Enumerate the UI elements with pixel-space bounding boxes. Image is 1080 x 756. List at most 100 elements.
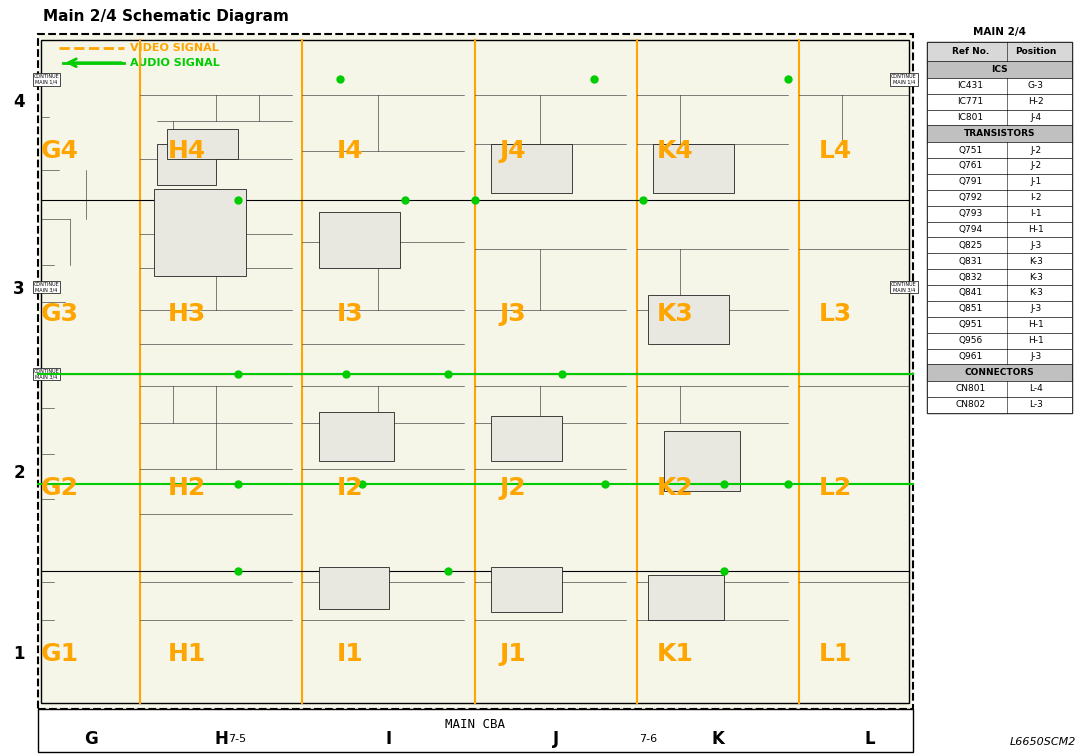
Bar (927, 61, 1072, 78)
Text: K-3: K-3 (1029, 289, 1043, 297)
Text: Q791: Q791 (958, 178, 983, 186)
Text: J: J (553, 730, 559, 748)
Text: Position: Position (1015, 47, 1056, 56)
Text: Q825: Q825 (958, 241, 983, 249)
Bar (927, 253, 1072, 269)
Bar (927, 364, 1072, 381)
Bar (167, 129, 238, 159)
Bar (319, 567, 389, 609)
Text: G4: G4 (41, 139, 79, 163)
Bar (319, 212, 400, 268)
Bar (927, 190, 1072, 206)
Bar (157, 144, 216, 185)
Bar (927, 125, 1072, 142)
Text: Q794: Q794 (958, 225, 983, 234)
Text: J4: J4 (499, 139, 526, 163)
Text: Q841: Q841 (958, 289, 983, 297)
Text: 3: 3 (13, 280, 25, 298)
Bar (491, 144, 572, 193)
Text: 7-5: 7-5 (229, 734, 246, 745)
Text: J-4: J-4 (1030, 113, 1041, 122)
Text: L3: L3 (819, 302, 852, 326)
Text: G-3: G-3 (1028, 82, 1044, 90)
Bar (319, 412, 394, 461)
Text: IC771: IC771 (957, 98, 984, 106)
Text: CONTINUE
MAIN 3/4: CONTINUE MAIN 3/4 (33, 369, 59, 380)
Text: VIDEO SIGNAL: VIDEO SIGNAL (130, 42, 218, 53)
Text: J2: J2 (499, 476, 526, 500)
Text: L-3: L-3 (1029, 401, 1043, 409)
Text: G2: G2 (41, 476, 79, 500)
Text: Q831: Q831 (958, 257, 983, 265)
Text: Q751: Q751 (958, 146, 983, 154)
Bar (38, 709, 913, 752)
Bar (927, 301, 1072, 317)
Text: AUDIO SIGNAL: AUDIO SIGNAL (130, 57, 219, 68)
Bar (648, 295, 729, 344)
Text: Q793: Q793 (958, 209, 983, 218)
Bar (927, 110, 1072, 125)
Bar (664, 431, 740, 491)
Text: J3: J3 (499, 302, 526, 326)
Bar (927, 397, 1072, 413)
Text: CONTINUE
MAIN 3/4: CONTINUE MAIN 3/4 (891, 282, 917, 293)
Text: H: H (215, 730, 228, 748)
Text: I-1: I-1 (1030, 209, 1042, 218)
Text: J-3: J-3 (1030, 305, 1041, 313)
Bar (927, 285, 1072, 301)
Bar (491, 567, 562, 612)
Text: J-1: J-1 (1030, 178, 1041, 186)
Bar (927, 78, 1072, 94)
Text: IC431: IC431 (957, 82, 984, 90)
Text: K1: K1 (657, 642, 693, 666)
Bar (927, 94, 1072, 110)
Bar (154, 189, 246, 276)
Bar (927, 381, 1072, 397)
Text: CN801: CN801 (955, 385, 986, 393)
Text: I-2: I-2 (1030, 194, 1042, 202)
Bar (927, 174, 1072, 190)
Text: 4: 4 (13, 93, 25, 111)
Text: I2: I2 (337, 476, 364, 500)
Text: Ref No.: Ref No. (951, 47, 989, 56)
Text: J-3: J-3 (1030, 241, 1041, 249)
Text: Main 2/4 Schematic Diagram: Main 2/4 Schematic Diagram (43, 9, 289, 24)
Bar (927, 158, 1072, 174)
Text: L4: L4 (819, 139, 852, 163)
Text: H3: H3 (167, 302, 205, 326)
Text: I1: I1 (337, 642, 364, 666)
Text: I: I (386, 730, 392, 748)
Text: 1: 1 (13, 645, 25, 663)
Bar (927, 206, 1072, 222)
Text: K-3: K-3 (1029, 273, 1043, 281)
Text: H1: H1 (167, 642, 206, 666)
Text: Q956: Q956 (958, 336, 983, 345)
Bar (648, 575, 724, 620)
Text: H-2: H-2 (1028, 98, 1043, 106)
Bar (927, 317, 1072, 333)
Text: L: L (864, 730, 875, 748)
Bar (38, 34, 913, 709)
Text: L6650SCM2: L6650SCM2 (1010, 737, 1076, 747)
Text: H4: H4 (167, 139, 205, 163)
Text: H2: H2 (167, 476, 205, 500)
Text: H-1: H-1 (1028, 321, 1044, 329)
Text: J-3: J-3 (1030, 352, 1041, 361)
Text: CONTINUE
MAIN 3/4: CONTINUE MAIN 3/4 (33, 282, 59, 293)
Text: L1: L1 (819, 642, 852, 666)
Text: K4: K4 (657, 139, 693, 163)
Text: ICS: ICS (991, 65, 1008, 74)
Text: 2: 2 (13, 463, 25, 482)
Bar (927, 237, 1072, 253)
Text: TRANSISTORS: TRANSISTORS (963, 129, 1036, 138)
Text: Q792: Q792 (958, 194, 983, 202)
Text: I3: I3 (337, 302, 364, 326)
Bar (927, 142, 1072, 158)
Text: G1: G1 (41, 642, 79, 666)
Text: G: G (84, 730, 97, 748)
Text: L2: L2 (819, 476, 852, 500)
Text: CONTINUE
MAIN 1/4: CONTINUE MAIN 1/4 (33, 74, 59, 85)
Text: G3: G3 (41, 302, 79, 326)
Bar (927, 42, 1072, 61)
Text: K-3: K-3 (1029, 257, 1043, 265)
